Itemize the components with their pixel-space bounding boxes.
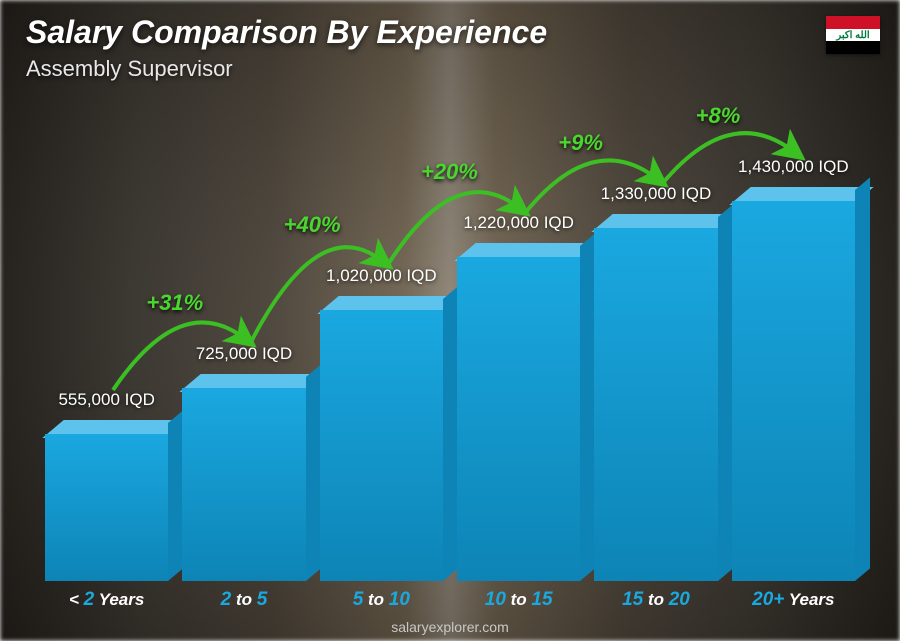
x-axis-label: 10 to 15 bbox=[457, 589, 580, 611]
flag-stripe-top bbox=[826, 16, 880, 29]
bar-value-label: 555,000 IQD bbox=[58, 390, 154, 410]
bar-value-label: 725,000 IQD bbox=[196, 344, 292, 364]
bar-side-face bbox=[718, 204, 733, 581]
country-flag-iraq: الله اكبر bbox=[826, 16, 880, 54]
bar-group: 1,430,000 IQD bbox=[732, 157, 855, 581]
bar-front-face bbox=[320, 310, 443, 581]
bar bbox=[45, 420, 168, 581]
x-axis-label: 20+ Years bbox=[732, 589, 855, 611]
x-axis-label: 2 to 5 bbox=[182, 589, 305, 611]
bar-front-face bbox=[45, 434, 168, 581]
footer-attribution: salaryexplorer.com bbox=[0, 619, 900, 635]
page-title: Salary Comparison By Experience bbox=[26, 14, 547, 51]
bar bbox=[182, 374, 305, 581]
bar-value-label: 1,220,000 IQD bbox=[463, 213, 574, 233]
bar-front-face bbox=[182, 388, 305, 581]
bar-front-face bbox=[732, 201, 855, 581]
bar-value-label: 1,330,000 IQD bbox=[601, 184, 712, 204]
bar bbox=[320, 296, 443, 581]
x-axis-label: 15 to 20 bbox=[594, 589, 717, 611]
bar-front-face bbox=[594, 228, 717, 581]
x-axis-label: 5 to 10 bbox=[320, 589, 443, 611]
bar bbox=[594, 214, 717, 581]
bar-value-label: 1,430,000 IQD bbox=[738, 157, 849, 177]
bar-front-face bbox=[457, 257, 580, 581]
bar-side-face bbox=[580, 233, 595, 581]
chart-container: Salary Comparison By Experience Assembly… bbox=[0, 0, 900, 641]
flag-script: الله اكبر bbox=[836, 30, 869, 41]
flag-stripe-bottom bbox=[826, 41, 880, 54]
bar bbox=[457, 243, 580, 581]
bar-side-face bbox=[855, 177, 870, 581]
x-axis-label: < 2 Years bbox=[45, 589, 168, 611]
bar bbox=[732, 187, 855, 581]
bar-group: 1,020,000 IQD bbox=[320, 266, 443, 581]
bar-value-label: 1,020,000 IQD bbox=[326, 266, 437, 286]
page-subtitle: Assembly Supervisor bbox=[26, 56, 233, 82]
bar-side-face bbox=[306, 364, 321, 581]
bar-group: 725,000 IQD bbox=[182, 344, 305, 581]
bar-side-face bbox=[443, 286, 458, 581]
x-axis: < 2 Years 2 to 5 5 to 10 10 to 15 15 to 20 20… bbox=[45, 589, 855, 611]
bar-chart: 555,000 IQD 725,000 IQD 1,020,000 IQD 1,… bbox=[45, 111, 855, 581]
bar-group: 555,000 IQD bbox=[45, 390, 168, 581]
bar-group: 1,220,000 IQD bbox=[457, 213, 580, 581]
bar-group: 1,330,000 IQD bbox=[594, 184, 717, 581]
bar-side-face bbox=[168, 410, 183, 581]
flag-stripe-mid: الله اكبر bbox=[826, 29, 880, 42]
